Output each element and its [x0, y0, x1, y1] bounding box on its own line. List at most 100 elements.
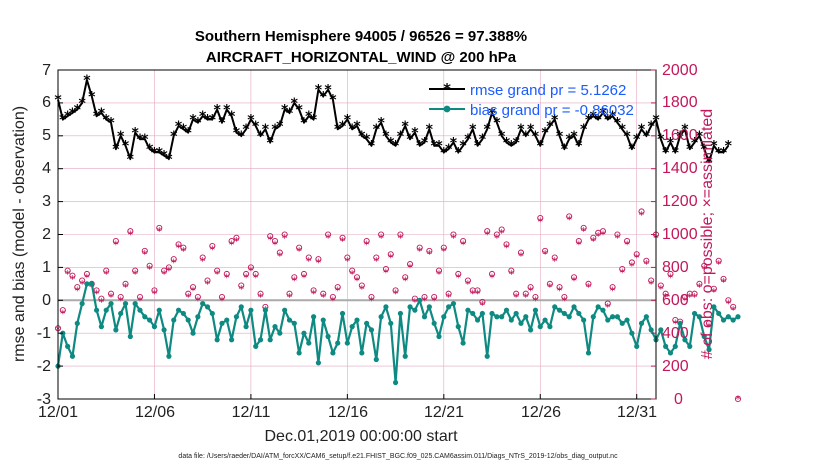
y-left-tick-label: 4 [42, 160, 51, 177]
assimilated-obs-point: * [253, 271, 259, 284]
bias-point [595, 304, 601, 310]
possible-obs-point [537, 214, 544, 222]
possible-obs-point [117, 293, 124, 301]
bias-point [499, 314, 505, 320]
bias-point [243, 324, 249, 330]
possible-obs-point [638, 208, 645, 215]
assimilated-obs-point: * [118, 294, 124, 307]
y-right-tick-label: 2000 [662, 62, 698, 79]
rmse-point: * [421, 135, 429, 151]
assimilated-obs-point: * [142, 248, 148, 261]
assimilated-obs-point: * [176, 242, 182, 255]
rmse-point: * [566, 132, 574, 148]
bias-point [195, 314, 201, 320]
y-left-tick-label: 5 [42, 127, 51, 144]
rmse-point: * [561, 142, 569, 158]
bias-point [301, 330, 307, 336]
possible-obs-point [98, 295, 105, 302]
rmse-point: * [107, 116, 115, 132]
bias-point [446, 304, 452, 310]
bias-point [643, 314, 649, 320]
bias-point [609, 314, 616, 320]
rmse-point: * [185, 126, 193, 142]
bias-point [730, 317, 736, 323]
bias-point [566, 314, 572, 320]
rmse-point: * [300, 116, 308, 132]
obs-count-markers: *** ******************** *** *********** ***… [54, 208, 741, 406]
assimilated-obs-point: * [436, 268, 442, 281]
possible-obs-point [175, 241, 182, 248]
bias-point [711, 304, 717, 310]
rmse-line [57, 78, 730, 164]
rmse-point: * [189, 112, 197, 128]
rmse-point: * [691, 135, 699, 151]
assimilated-obs-point: * [137, 294, 143, 307]
bias-series [55, 281, 741, 386]
rmse-point: * [681, 122, 689, 138]
assimilated-obs-point: * [195, 294, 201, 307]
chart-title-line2: AIRCRAFT_HORIZONTAL_WIND @ 200 hPa [206, 49, 517, 66]
bias-point [219, 320, 225, 326]
rmse-point: * [484, 122, 492, 138]
rmse-point: * [614, 116, 622, 132]
assimilated-obs-point: * [629, 260, 635, 273]
bias-point [585, 350, 592, 356]
assimilated-obs-point: * [600, 229, 606, 242]
assimilated-obs-point: * [639, 209, 645, 222]
rmse-point: * [503, 135, 511, 151]
y-left-tick-label: 1 [42, 259, 51, 276]
bias-point [388, 320, 394, 326]
assimilated-obs-point: * [190, 284, 196, 297]
assimilated-obs-point: * [248, 265, 254, 278]
y-right-tick-label: 800 [662, 259, 689, 276]
possible-obs-point [450, 231, 457, 238]
bias-point [663, 343, 669, 349]
rmse-point: * [146, 142, 154, 158]
rmse-point: * [194, 116, 202, 132]
possible-obs-point [570, 274, 578, 281]
bias-point [113, 327, 119, 333]
assimilated-obs-point: * [499, 227, 505, 240]
possible-obs-point [349, 267, 356, 274]
rmse-point: * [609, 109, 617, 125]
rmse-point: * [479, 132, 487, 148]
rmse-point: * [93, 109, 101, 125]
rmse-point: * [98, 106, 106, 122]
possible-obs-point [488, 270, 496, 278]
y-left-tick-label: -2 [37, 358, 51, 375]
rmse-point: * [527, 122, 535, 138]
possible-obs-point [667, 270, 674, 278]
bias-point [156, 307, 162, 313]
y-right-tick-label: 400 [662, 325, 689, 342]
bias-point [65, 343, 71, 349]
assimilated-obs-point: * [224, 271, 230, 284]
rmse-point: * [402, 119, 410, 135]
x-tick-label: 12/11 [232, 404, 271, 421]
bias-point [600, 307, 606, 313]
rmse-point: * [643, 129, 651, 145]
rmse-point: * [556, 129, 564, 145]
assimilated-obs-point: * [427, 248, 433, 261]
bias-point [518, 320, 524, 326]
possible-obs-point [276, 249, 283, 256]
bias-point [407, 304, 413, 310]
y-left-tick-label: 3 [42, 193, 51, 210]
rmse-point: * [276, 119, 284, 135]
y-axis-label-right: # of obs: o=possible; ×=assimilated [699, 109, 716, 359]
possible-obs-point [633, 251, 640, 258]
bias-point [614, 314, 621, 320]
bias-point [349, 324, 355, 330]
possible-obs-point [411, 295, 418, 302]
bias-point [474, 317, 481, 323]
rmse-point: * [74, 102, 82, 118]
bias-point [166, 353, 172, 359]
bias-point [209, 310, 215, 317]
possible-obs-point [546, 280, 553, 287]
assimilated-obs-point: * [494, 232, 500, 245]
bias-point [310, 314, 317, 320]
bias-point [74, 320, 80, 326]
assimilated-obs-point: * [325, 232, 331, 245]
assimilated-obs-point: * [542, 248, 548, 261]
possible-obs-point [725, 297, 732, 304]
bias-point [373, 356, 379, 363]
